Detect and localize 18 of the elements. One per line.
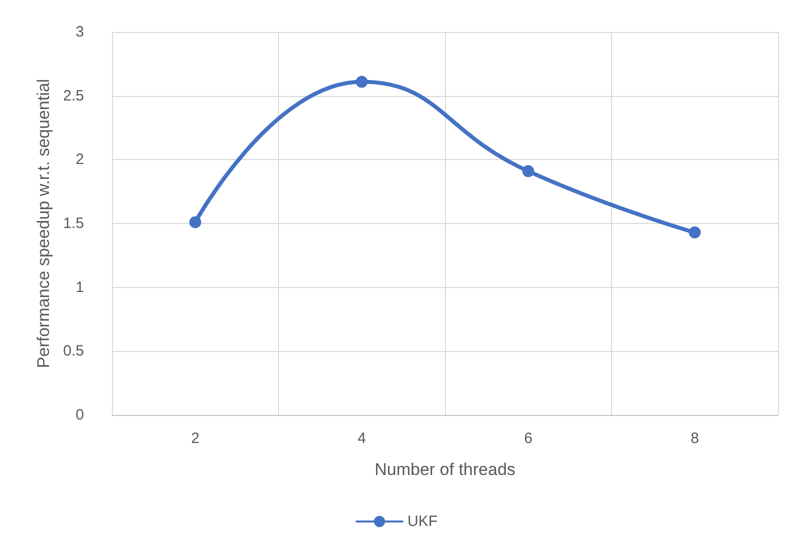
y-tick-label: 0 xyxy=(76,406,84,424)
point xyxy=(688,226,701,238)
x-tick-label: 6 xyxy=(524,430,532,447)
y-tick-label: 1 xyxy=(76,278,84,296)
x-tick-label: 4 xyxy=(358,430,366,447)
x-tick-label: 2 xyxy=(191,430,200,447)
y-tick-label: 1.5 xyxy=(63,215,84,232)
y-tick-label: 0.5 xyxy=(63,342,84,360)
point xyxy=(189,216,202,228)
y-tick-label: 3 xyxy=(76,24,84,40)
x-tick-label: 8 xyxy=(690,430,699,447)
point xyxy=(356,76,368,88)
legend-label: UKF xyxy=(408,513,438,530)
y-tick-label: 2 xyxy=(76,151,84,168)
point xyxy=(522,165,534,178)
y-axis-title: Performance speedup w.r.t. sequential xyxy=(34,78,54,368)
x-axis-title: Number of threads xyxy=(374,460,516,479)
y-tick-label: 2.5 xyxy=(63,87,84,104)
